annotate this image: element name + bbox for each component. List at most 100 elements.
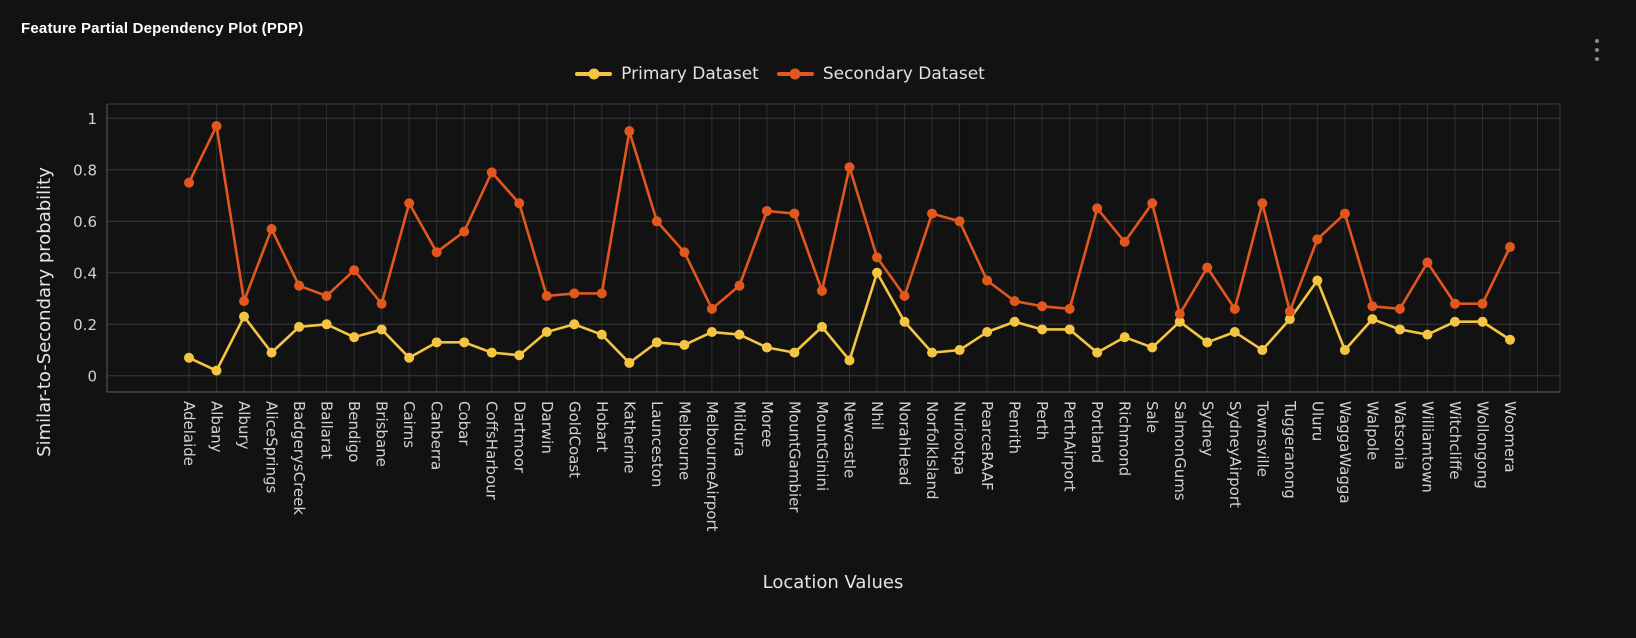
data-point-primary-dataset-mildura[interactable]	[734, 329, 745, 340]
data-point-secondary-dataset-mountgambier[interactable]	[789, 208, 800, 219]
data-point-primary-dataset-sydneyairport[interactable]	[1229, 327, 1240, 338]
data-point-primary-dataset-norahhead[interactable]	[899, 316, 910, 327]
data-point-secondary-dataset-penrith[interactable]	[1009, 296, 1020, 307]
data-point-primary-dataset-cairns[interactable]	[404, 352, 415, 363]
data-point-primary-dataset-adelaide[interactable]	[184, 352, 194, 363]
data-point-secondary-dataset-adelaide[interactable]	[184, 177, 194, 188]
data-point-secondary-dataset-bendigo[interactable]	[349, 265, 360, 276]
data-point-secondary-dataset-perth[interactable]	[1037, 301, 1048, 312]
data-point-primary-dataset-nuriootpa[interactable]	[954, 345, 965, 356]
data-point-primary-dataset-sale[interactable]	[1147, 342, 1158, 353]
data-point-primary-dataset-cobar[interactable]	[459, 337, 470, 348]
data-point-secondary-dataset-witchcliffe[interactable]	[1449, 298, 1460, 309]
data-point-primary-dataset-portland[interactable]	[1092, 347, 1103, 358]
data-point-secondary-dataset-salmongums[interactable]	[1174, 309, 1185, 319]
data-point-primary-dataset-bendigo[interactable]	[349, 332, 360, 343]
data-point-secondary-dataset-woomera[interactable]	[1505, 242, 1515, 253]
data-point-secondary-dataset-albury[interactable]	[239, 296, 250, 307]
data-point-primary-dataset-perthairport[interactable]	[1064, 324, 1075, 335]
data-point-secondary-dataset-moree[interactable]	[761, 206, 772, 216]
data-point-secondary-dataset-sydneyairport[interactable]	[1229, 303, 1240, 314]
data-point-primary-dataset-waggawagga[interactable]	[1339, 345, 1350, 356]
data-point-secondary-dataset-brisbane[interactable]	[376, 298, 387, 309]
data-point-secondary-dataset-nhil[interactable]	[872, 252, 883, 263]
data-point-secondary-dataset-darwin[interactable]	[541, 290, 552, 301]
data-point-secondary-dataset-sydney[interactable]	[1202, 262, 1213, 273]
data-point-secondary-dataset-mountginini[interactable]	[816, 285, 827, 296]
data-point-primary-dataset-witchcliffe[interactable]	[1449, 316, 1460, 327]
data-point-primary-dataset-sydney[interactable]	[1202, 337, 1213, 348]
data-point-secondary-dataset-norahhead[interactable]	[899, 290, 910, 301]
data-point-primary-dataset-badgeryscreek[interactable]	[294, 321, 305, 332]
data-point-secondary-dataset-pearceraaf[interactable]	[982, 275, 993, 286]
data-point-primary-dataset-goldcoast[interactable]	[569, 319, 580, 330]
data-point-secondary-dataset-portland[interactable]	[1092, 203, 1103, 214]
data-point-secondary-dataset-albany[interactable]	[211, 121, 222, 132]
data-point-primary-dataset-uluru[interactable]	[1312, 275, 1323, 286]
data-point-secondary-dataset-uluru[interactable]	[1312, 234, 1323, 245]
data-point-secondary-dataset-katherine[interactable]	[624, 126, 635, 137]
data-point-secondary-dataset-cairns[interactable]	[404, 198, 415, 209]
data-point-primary-dataset-darwin[interactable]	[541, 327, 552, 338]
data-point-primary-dataset-walpole[interactable]	[1367, 314, 1378, 325]
data-point-primary-dataset-salmongums[interactable]	[1174, 316, 1185, 327]
data-point-primary-dataset-alicesprings[interactable]	[266, 347, 277, 358]
data-point-primary-dataset-tuggeranong[interactable]	[1284, 314, 1295, 325]
data-point-secondary-dataset-goldcoast[interactable]	[569, 288, 580, 299]
data-point-secondary-dataset-dartmoor[interactable]	[514, 198, 525, 209]
data-point-secondary-dataset-coffsharbour[interactable]	[486, 167, 497, 178]
data-point-primary-dataset-perth[interactable]	[1037, 324, 1048, 335]
data-point-secondary-dataset-norfolkisland[interactable]	[927, 208, 938, 219]
data-point-secondary-dataset-ballarat[interactable]	[321, 290, 332, 301]
data-point-primary-dataset-wollongong[interactable]	[1477, 316, 1488, 327]
data-point-secondary-dataset-melbourne[interactable]	[679, 247, 690, 258]
data-point-primary-dataset-mountgambier[interactable]	[789, 347, 800, 358]
data-point-primary-dataset-launceston[interactable]	[651, 337, 662, 348]
data-point-primary-dataset-melbourneairport[interactable]	[706, 327, 717, 338]
data-point-primary-dataset-townsville[interactable]	[1257, 345, 1268, 356]
data-point-secondary-dataset-watsonia[interactable]	[1394, 303, 1405, 314]
data-point-primary-dataset-richmond[interactable]	[1119, 332, 1130, 343]
data-point-primary-dataset-williamtown[interactable]	[1422, 329, 1433, 340]
data-point-secondary-dataset-wollongong[interactable]	[1477, 298, 1488, 309]
data-point-primary-dataset-newcastle[interactable]	[844, 355, 855, 366]
data-point-secondary-dataset-alicesprings[interactable]	[266, 224, 277, 235]
data-point-secondary-dataset-richmond[interactable]	[1119, 236, 1130, 247]
data-point-secondary-dataset-walpole[interactable]	[1367, 301, 1378, 312]
data-point-primary-dataset-coffsharbour[interactable]	[486, 347, 497, 358]
data-point-primary-dataset-albury[interactable]	[239, 311, 250, 322]
data-point-primary-dataset-woomera[interactable]	[1505, 334, 1515, 345]
legend-item-primary-dataset[interactable]: Primary Dataset	[575, 64, 759, 84]
data-point-primary-dataset-katherine[interactable]	[624, 357, 635, 368]
data-point-primary-dataset-norfolkisland[interactable]	[927, 347, 938, 358]
data-point-primary-dataset-mountginini[interactable]	[816, 321, 827, 332]
data-point-secondary-dataset-sale[interactable]	[1147, 198, 1158, 209]
data-point-secondary-dataset-cobar[interactable]	[459, 226, 470, 237]
data-point-primary-dataset-dartmoor[interactable]	[514, 350, 525, 361]
data-point-secondary-dataset-newcastle[interactable]	[844, 162, 855, 173]
data-point-secondary-dataset-williamtown[interactable]	[1422, 257, 1433, 268]
data-point-primary-dataset-nhil[interactable]	[872, 267, 883, 278]
data-point-primary-dataset-canberra[interactable]	[431, 337, 442, 348]
data-point-primary-dataset-moree[interactable]	[761, 342, 772, 353]
data-point-primary-dataset-albany[interactable]	[211, 365, 222, 376]
kebab-menu-icon[interactable]	[1588, 33, 1606, 67]
data-point-primary-dataset-hobart[interactable]	[596, 329, 607, 340]
data-point-primary-dataset-pearceraaf[interactable]	[982, 327, 993, 338]
data-point-secondary-dataset-waggawagga[interactable]	[1339, 208, 1350, 219]
data-point-primary-dataset-watsonia[interactable]	[1394, 324, 1405, 335]
data-point-secondary-dataset-canberra[interactable]	[431, 247, 442, 258]
data-point-secondary-dataset-nuriootpa[interactable]	[954, 216, 965, 227]
data-point-secondary-dataset-hobart[interactable]	[596, 288, 607, 299]
data-point-primary-dataset-brisbane[interactable]	[376, 324, 387, 335]
legend-item-secondary-dataset[interactable]: Secondary Dataset	[776, 64, 985, 84]
data-point-primary-dataset-penrith[interactable]	[1009, 316, 1020, 327]
data-point-primary-dataset-ballarat[interactable]	[321, 319, 332, 330]
data-point-secondary-dataset-mildura[interactable]	[734, 280, 745, 291]
data-point-secondary-dataset-townsville[interactable]	[1257, 198, 1268, 209]
data-point-secondary-dataset-perthairport[interactable]	[1064, 303, 1075, 314]
data-point-secondary-dataset-melbourneairport[interactable]	[706, 303, 717, 314]
data-point-secondary-dataset-launceston[interactable]	[651, 216, 662, 227]
data-point-secondary-dataset-tuggeranong[interactable]	[1284, 306, 1295, 317]
data-point-primary-dataset-melbourne[interactable]	[679, 339, 690, 350]
